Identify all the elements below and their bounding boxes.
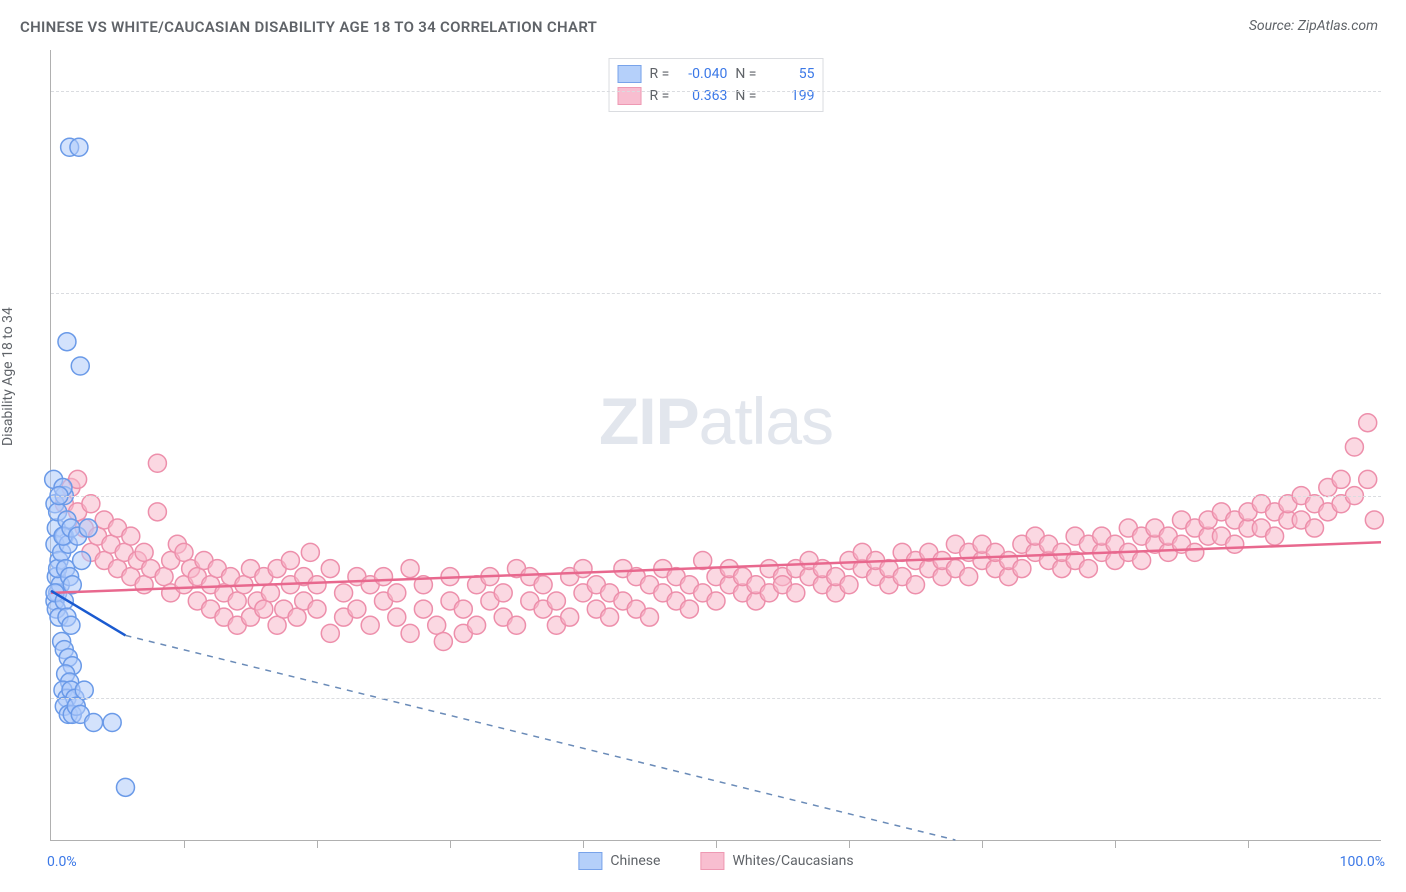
n-label: N =: [735, 85, 756, 107]
r-value-whites: 0.363: [677, 85, 727, 107]
legend-row-whites: R = 0.363 N = 199: [618, 85, 815, 107]
gridline: [51, 91, 1381, 92]
plot-area: ZIPatlas R = -0.040 N = 55 R = 0.363 N =…: [50, 50, 1381, 841]
gridline: [51, 496, 1381, 497]
n-label: N =: [735, 63, 756, 85]
legend-label-whites: Whites/Caucasians: [732, 853, 853, 869]
series-legend: Chinese Whites/Caucasians: [578, 852, 853, 870]
x-axis-min-label: 0.0%: [47, 854, 77, 870]
x-tick: [849, 840, 850, 848]
r-value-chinese: -0.040: [677, 63, 727, 85]
source-label: Source: ZipAtlas.com: [1249, 18, 1378, 34]
legend-label-chinese: Chinese: [610, 853, 660, 869]
chart-title: CHINESE VS WHITE/CAUCASIAN DISABILITY AG…: [20, 18, 597, 36]
x-tick: [982, 840, 983, 848]
x-tick: [583, 840, 584, 848]
swatch-chinese-bottom: [578, 852, 602, 870]
chart-svg: [51, 50, 1381, 840]
gridline: [51, 293, 1381, 294]
r-label: R =: [650, 63, 670, 85]
x-axis-max-label: 100.0%: [1340, 854, 1385, 870]
x-tick: [1115, 840, 1116, 848]
x-tick: [450, 840, 451, 848]
x-tick: [716, 840, 717, 848]
legend-item-chinese: Chinese: [578, 852, 660, 870]
swatch-whites-bottom: [700, 852, 724, 870]
gridline: [51, 698, 1381, 699]
swatch-chinese: [618, 65, 642, 83]
stats-legend: R = -0.040 N = 55 R = 0.363 N = 199: [609, 58, 824, 112]
legend-item-whites: Whites/Caucasians: [700, 852, 853, 870]
x-tick: [317, 840, 318, 848]
r-label: R =: [650, 85, 670, 107]
legend-row-chinese: R = -0.040 N = 55: [618, 63, 815, 85]
x-tick: [184, 840, 185, 848]
n-value-whites: 199: [764, 85, 814, 107]
n-value-chinese: 55: [764, 63, 814, 85]
x-tick: [1248, 840, 1249, 848]
y-axis-title: Disability Age 18 to 34: [0, 307, 16, 446]
